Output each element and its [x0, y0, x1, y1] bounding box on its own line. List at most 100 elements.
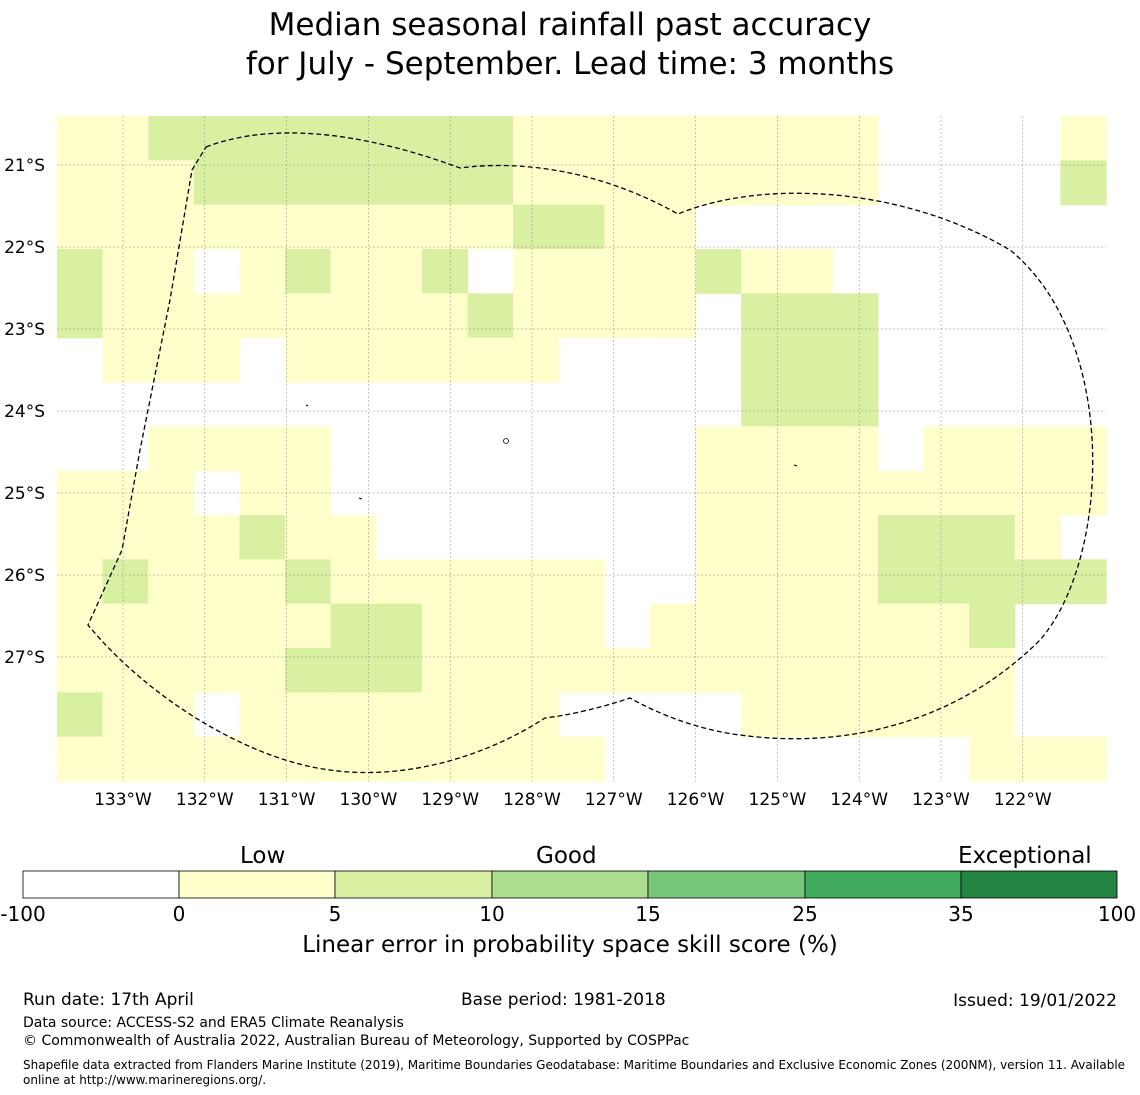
skill-cell [695, 426, 742, 472]
skill-cell [239, 736, 286, 782]
latitude-label: 24°S [4, 402, 45, 422]
skill-cell [330, 603, 377, 649]
skill-cell [741, 160, 788, 206]
skill-cell [786, 426, 833, 472]
skill-cell [558, 249, 605, 294]
skill-cell [376, 648, 423, 693]
skill-cell [923, 603, 970, 649]
skill-cell [330, 249, 377, 294]
skill-cell [923, 692, 970, 738]
skill-cell [649, 249, 697, 294]
skill-cell [467, 204, 514, 250]
skill-cell [239, 160, 286, 206]
skill-cell [513, 692, 560, 738]
longitude-label: 133°W [94, 790, 152, 810]
skill-cell [148, 337, 195, 383]
skill-cell [604, 249, 651, 294]
skill-cell [741, 382, 788, 427]
skill-cell [376, 603, 423, 649]
skill-cell [57, 249, 104, 294]
longitude-label: 129°W [421, 790, 479, 810]
skill-cell [330, 559, 377, 605]
skill-cell [649, 204, 697, 250]
latitude-label: 25°S [4, 484, 45, 504]
latitude-label: 23°S [4, 320, 45, 340]
skill-cell [832, 603, 879, 649]
colorbar-tick: 100 [1097, 902, 1137, 926]
skill-cell [57, 559, 104, 605]
skill-cell [193, 515, 241, 560]
skill-cell [604, 204, 651, 250]
skill-cell [877, 515, 925, 560]
colorbar-segment [334, 870, 493, 899]
skill-cell [376, 160, 423, 206]
skill-cell [376, 692, 423, 738]
skill-cell [102, 160, 149, 206]
skill-cell [558, 293, 605, 339]
skill-cell [57, 692, 104, 738]
skill-cell [513, 603, 560, 649]
skill-cell [832, 515, 879, 560]
colorbar-segment [22, 870, 180, 899]
skill-cell [695, 249, 742, 294]
skill-cell [786, 293, 833, 339]
map-title-line1: Median seasonal rainfall past accuracy [268, 7, 872, 43]
skill-cell [923, 648, 970, 693]
skill-cell [969, 648, 1016, 693]
skill-cell [102, 603, 149, 649]
skill-cell [1014, 515, 1061, 560]
longitude-label: 128°W [503, 790, 561, 810]
island-marker [793, 464, 798, 467]
skill-cell [102, 116, 149, 161]
skill-cell [102, 337, 149, 383]
skill-cell [285, 249, 332, 294]
colorbar-tick: 5 [328, 902, 342, 926]
colorbar-label-good: Good [536, 843, 597, 869]
skill-cell [239, 648, 286, 693]
shapefile-credit: Shapefile data extracted from Flanders M… [23, 1058, 1126, 1087]
skill-cell [285, 426, 332, 472]
skill-cell [513, 293, 560, 339]
skill-cell [649, 648, 697, 693]
skill-cell [330, 116, 377, 161]
skill-cell [193, 293, 241, 339]
skill-cell [877, 648, 925, 693]
skill-cell [695, 515, 742, 560]
colorbar-tick: 15 [635, 902, 661, 926]
skill-cell [148, 426, 195, 472]
skill-cell [741, 426, 788, 472]
skill-cell [148, 249, 195, 294]
skill-cell [102, 736, 149, 782]
skill-cell [832, 426, 879, 472]
skill-cell [376, 116, 423, 161]
skill-cell [193, 160, 241, 206]
skill-cell [285, 337, 332, 383]
skill-cell [832, 382, 879, 427]
skill-cell [330, 692, 377, 738]
skill-cell [57, 648, 104, 693]
skill-cell [969, 515, 1016, 560]
skill-cell [786, 648, 833, 693]
skill-cell [467, 559, 514, 605]
skill-cell [786, 249, 833, 294]
skill-cell [513, 736, 560, 782]
skill-cell [376, 337, 423, 383]
skill-cell [285, 603, 332, 649]
skill-cell [376, 559, 423, 605]
skill-cell [330, 337, 377, 383]
colorbar [22, 870, 1118, 899]
skill-cell [1060, 426, 1107, 472]
longitude-label: 131°W [258, 790, 316, 810]
skill-cell [285, 692, 332, 738]
skill-cell [421, 160, 469, 206]
skill-cell [604, 160, 651, 206]
colorbar-segment [178, 870, 336, 899]
skill-cell [421, 736, 469, 782]
base-period: Base period: 1981-2018 [461, 990, 666, 1010]
skill-cell [102, 249, 149, 294]
skill-cell [513, 249, 560, 294]
skill-cell [1014, 559, 1061, 605]
skill-cell [193, 426, 241, 472]
skill-cell [558, 648, 605, 693]
skill-cell [102, 559, 149, 605]
